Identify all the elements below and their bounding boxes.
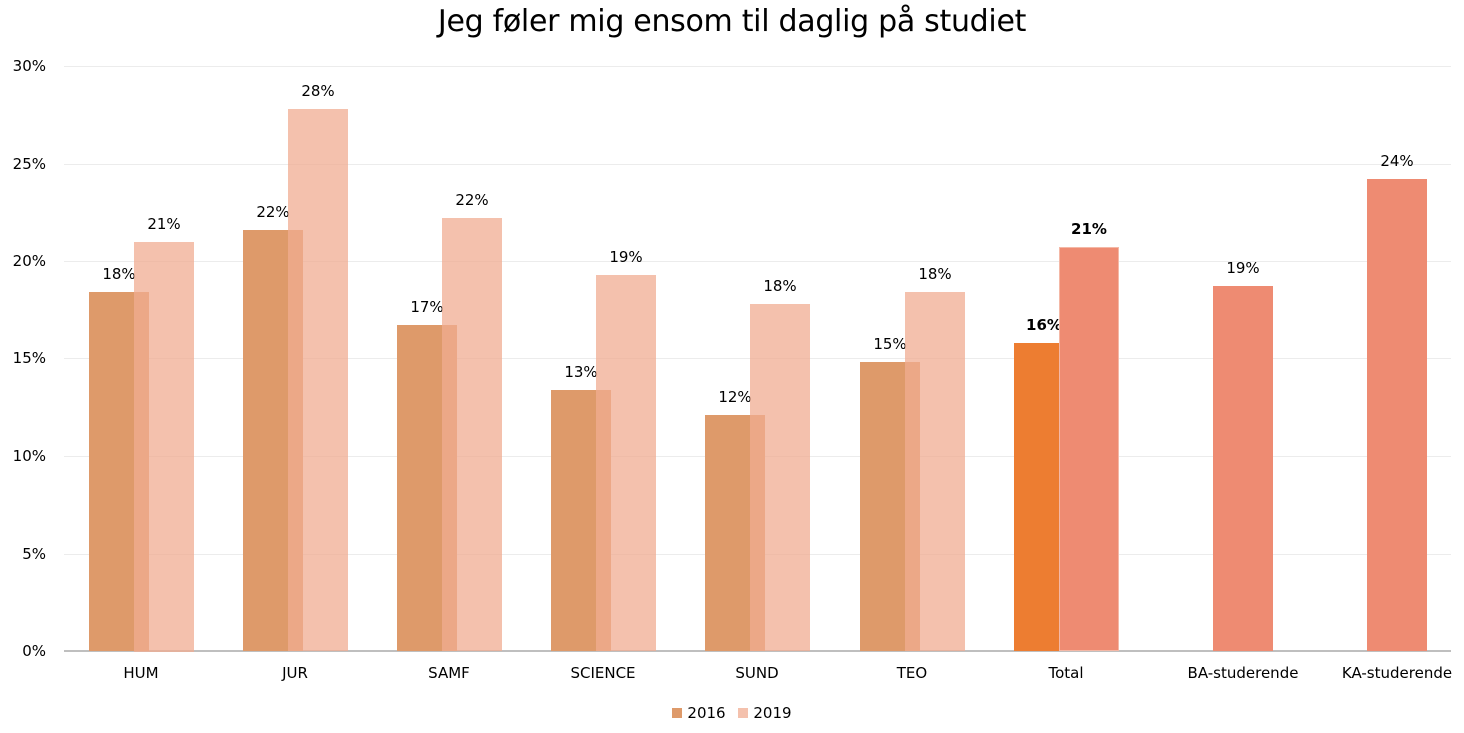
- bar-2019-ka-studerende[interactable]: [1367, 179, 1427, 651]
- data-label-2019: 22%: [455, 191, 489, 209]
- bar-2019-jur[interactable]: [288, 109, 348, 651]
- data-label-2019: 18%: [918, 265, 952, 283]
- legend: 2016 2019: [0, 704, 1464, 722]
- x-axis-line: [64, 650, 1451, 652]
- bar-2019-teo[interactable]: [905, 292, 965, 651]
- y-tick-label: 30%: [12, 57, 46, 75]
- gridline: [64, 164, 1451, 165]
- data-label-2019: 21%: [1071, 220, 1107, 238]
- data-label-2016: 13%: [564, 363, 598, 381]
- legend-item-2019[interactable]: 2019: [738, 704, 792, 722]
- x-tick-label: KA-studerende: [1341, 664, 1453, 682]
- data-label-2019: 19%: [1226, 259, 1260, 277]
- data-label-2019: 28%: [301, 82, 335, 100]
- gridline: [64, 66, 1451, 67]
- bar-2019-total[interactable]: [1059, 247, 1119, 651]
- data-label-2016: 22%: [256, 203, 290, 221]
- x-tick-label: TEO: [896, 664, 928, 682]
- gridline: [64, 261, 1451, 262]
- chart-title: Jeg føler mig ensom til daglig på studie…: [437, 4, 1027, 39]
- data-label-2019: 21%: [147, 215, 181, 233]
- data-label-2016: 12%: [718, 388, 752, 406]
- x-tick-label: Total: [1048, 664, 1084, 682]
- data-label-2019: 18%: [763, 277, 797, 295]
- bar-2019-hum[interactable]: [134, 242, 194, 652]
- y-tick-label: 10%: [12, 447, 46, 465]
- y-tick-label: 0%: [22, 642, 46, 660]
- legend-swatch-2019: [738, 708, 749, 718]
- x-tick-label: SUND: [735, 664, 779, 682]
- data-label-2016: 15%: [873, 335, 907, 353]
- x-tick-label: SAMF: [428, 664, 470, 682]
- x-tick-label: BA-studerende: [1187, 664, 1299, 682]
- data-label-2016: 16%: [1026, 316, 1062, 334]
- legend-item-2016[interactable]: 2016: [672, 704, 726, 722]
- y-tick-label: 15%: [12, 349, 46, 367]
- bar-2019-ba-studerende[interactable]: [1213, 286, 1273, 651]
- data-label-2019: 19%: [609, 248, 643, 266]
- bar-2019-sund[interactable]: [750, 304, 810, 651]
- x-tick-label: HUM: [123, 664, 159, 682]
- y-tick-label: 25%: [12, 155, 46, 173]
- legend-label-2019: 2019: [753, 704, 792, 722]
- x-tick-label: JUR: [282, 664, 308, 682]
- x-tick-label: SCIENCE: [570, 664, 636, 682]
- y-tick-label: 20%: [12, 252, 46, 270]
- bar-2019-science[interactable]: [596, 275, 656, 651]
- legend-swatch-2016: [672, 708, 683, 718]
- y-tick-label: 5%: [22, 545, 46, 563]
- data-label-2019: 24%: [1380, 152, 1414, 170]
- legend-label-2016: 2016: [687, 704, 726, 722]
- data-label-2016: 17%: [410, 298, 444, 316]
- data-label-2016: 18%: [102, 265, 136, 283]
- bar-2019-samf[interactable]: [442, 218, 502, 651]
